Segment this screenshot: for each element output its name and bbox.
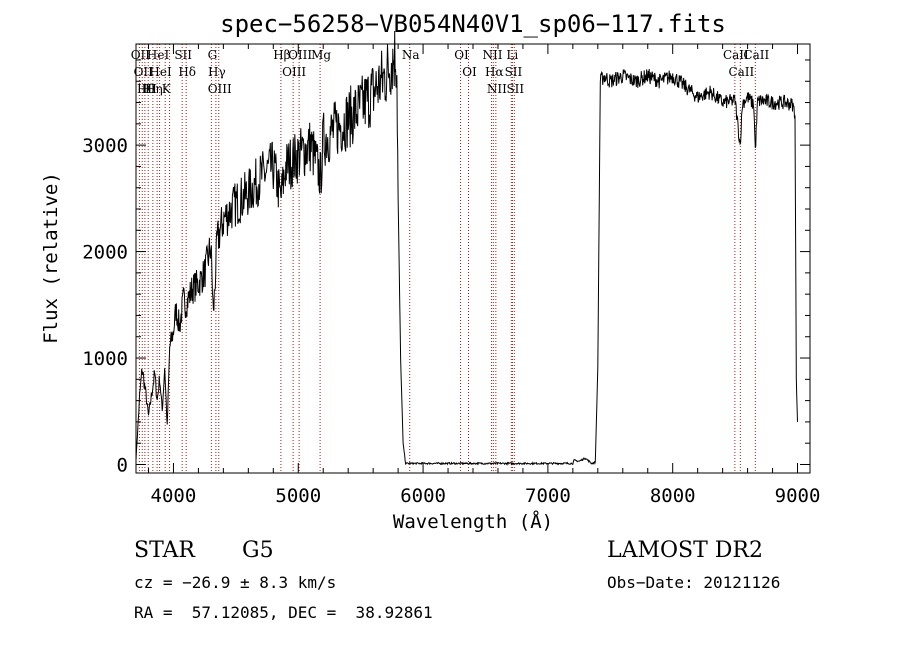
chart-title: spec−56258−VB054N40V1_sp06−117.fits (220, 10, 726, 38)
obs-date-text: Obs−Date: 20121126 (607, 573, 781, 592)
line-label-4: Hη (145, 82, 163, 96)
line-label-5: HeI (147, 48, 170, 62)
x-tick-label-5: 9000 (775, 485, 821, 507)
line-label-13: OIII (208, 82, 232, 96)
spectrum-series (135, 30, 798, 467)
line-label-15: OIII (282, 65, 306, 79)
line-label-27: CaII (723, 48, 749, 62)
y-tick-label-3: 3000 (82, 135, 128, 157)
line-label-16: OIII (288, 48, 312, 62)
line-label-3: HI (142, 82, 157, 96)
spectral-line-markers (138, 44, 756, 473)
object-class: STAR (134, 538, 195, 563)
line-label-20: OI (462, 65, 477, 79)
y-tick-label-2: 2000 (82, 242, 128, 264)
y-axis-label: Flux (relative) (40, 172, 62, 344)
spectral-line-labels: OIIOIIHθHIHηHeIHeIKSIIHδGHγOIIIHβOIIIOII… (131, 48, 770, 96)
line-label-21: NII (482, 48, 502, 62)
spectrum-line (135, 30, 798, 467)
line-label-19: OI (454, 48, 469, 62)
line-label-25: SII (505, 65, 523, 79)
line-label-29: CaII (743, 48, 769, 62)
y-tick-label-0: 0 (117, 454, 128, 476)
line-label-14: Hβ (273, 48, 290, 62)
line-label-2: Hθ (137, 82, 155, 96)
line-label-9: SII (174, 48, 192, 62)
x-axis-label: Wavelength (Å) (393, 510, 553, 533)
line-label-12: Hγ (208, 65, 226, 79)
object-subclass: G5 (242, 538, 274, 563)
line-label-28: CaII (728, 65, 754, 79)
coordinates-text: RA = 57.12085, DEC = 38.92861 (134, 603, 433, 622)
x-tick-label-3: 7000 (525, 485, 571, 507)
line-label-1: OII (134, 65, 154, 79)
y-tick-label-1: 1000 (82, 348, 128, 370)
y-axis-ticks: 0 1000 2000 3000 (82, 59, 810, 476)
line-label-6: HeI (149, 65, 172, 79)
line-label-23: NII (487, 82, 507, 96)
x-axis-ticks: 4000 5000 6000 7000 8000 9000 (147, 44, 821, 507)
line-label-17: Mg (311, 48, 331, 62)
plot-frame (135, 43, 811, 474)
line-label-11: G (208, 48, 218, 62)
survey-name: LAMOST DR2 (607, 538, 763, 563)
line-label-7: K (162, 82, 172, 96)
line-label-22: Hα (485, 65, 504, 79)
line-label-24: Li (506, 48, 518, 62)
x-tick-label-0: 4000 (151, 485, 197, 507)
line-label-26: SII (506, 82, 524, 96)
redshift-text: cz = −26.9 ± 8.3 km/s (134, 573, 337, 592)
line-label-18: Na (402, 48, 420, 62)
x-tick-label-4: 8000 (650, 485, 696, 507)
x-tick-label-1: 5000 (275, 485, 321, 507)
line-label-10: Hδ (178, 65, 196, 79)
x-tick-label-2: 6000 (400, 485, 446, 507)
